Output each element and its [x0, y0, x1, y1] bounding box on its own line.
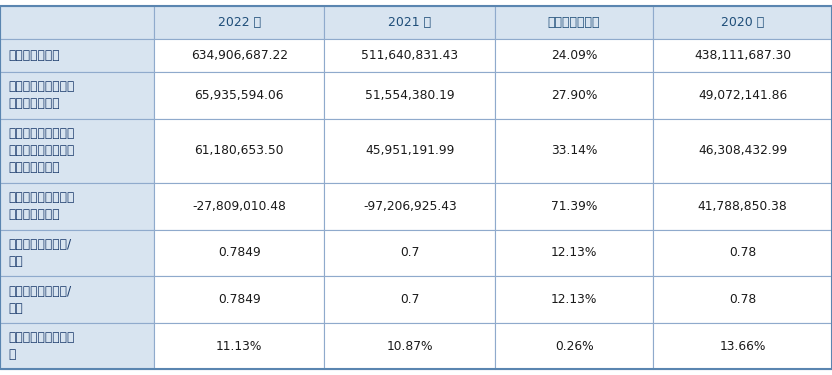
Text: 61,180,653.50: 61,180,653.50 — [195, 144, 284, 158]
Bar — [324, 119, 495, 183]
Bar — [653, 276, 832, 323]
Text: 49,072,141.86: 49,072,141.86 — [698, 89, 787, 102]
Bar — [0, 39, 154, 72]
Text: 438,111,687.30: 438,111,687.30 — [694, 49, 791, 62]
Bar — [0, 230, 154, 276]
Bar — [495, 6, 653, 39]
Text: 11.13%: 11.13% — [216, 340, 262, 352]
Text: 10.87%: 10.87% — [387, 340, 433, 352]
Text: 2020 年: 2020 年 — [721, 16, 764, 29]
Text: 经营活动产生的现金
流量净额（元）: 经营活动产生的现金 流量净额（元） — [8, 191, 75, 221]
Bar — [154, 6, 324, 39]
Bar — [154, 230, 324, 276]
Bar — [495, 230, 653, 276]
Bar — [154, 323, 324, 369]
Text: 0.78: 0.78 — [729, 246, 756, 259]
Text: 511,640,831.43: 511,640,831.43 — [361, 49, 458, 62]
Bar — [324, 39, 495, 72]
Text: 0.7849: 0.7849 — [218, 293, 260, 306]
Bar — [0, 183, 154, 230]
Bar — [324, 183, 495, 230]
Bar — [324, 276, 495, 323]
Bar — [653, 6, 832, 39]
Text: 0.78: 0.78 — [729, 293, 756, 306]
Bar — [0, 6, 154, 39]
Bar — [0, 323, 154, 369]
Text: 24.09%: 24.09% — [551, 49, 597, 62]
Bar — [653, 119, 832, 183]
Bar — [154, 276, 324, 323]
Text: 加权平均净资产收益
率: 加权平均净资产收益 率 — [8, 331, 75, 361]
Bar — [324, 230, 495, 276]
Bar — [324, 6, 495, 39]
Bar — [154, 39, 324, 72]
Text: 46,308,432.99: 46,308,432.99 — [698, 144, 787, 158]
Text: 0.7: 0.7 — [400, 246, 419, 259]
Text: 33.14%: 33.14% — [551, 144, 597, 158]
Text: 0.26%: 0.26% — [555, 340, 593, 352]
Text: 51,554,380.19: 51,554,380.19 — [365, 89, 454, 102]
Text: 41,788,850.38: 41,788,850.38 — [698, 200, 787, 213]
Text: 营业收入（元）: 营业收入（元） — [8, 49, 60, 62]
Bar — [495, 72, 653, 119]
Bar — [653, 183, 832, 230]
Bar — [0, 72, 154, 119]
Text: 基本每股收益（元/
股）: 基本每股收益（元/ 股） — [8, 238, 72, 268]
Bar — [495, 183, 653, 230]
Text: -97,206,925.43: -97,206,925.43 — [363, 200, 457, 213]
Bar — [653, 323, 832, 369]
Text: 0.7: 0.7 — [400, 293, 419, 306]
Bar — [0, 276, 154, 323]
Bar — [154, 183, 324, 230]
Text: 71.39%: 71.39% — [551, 200, 597, 213]
Text: 12.13%: 12.13% — [551, 293, 597, 306]
Text: 0.7849: 0.7849 — [218, 246, 260, 259]
Text: 本年比上年增减: 本年比上年增减 — [547, 16, 601, 29]
Text: 归属于上市公司股东
的净利润（元）: 归属于上市公司股东 的净利润（元） — [8, 81, 75, 111]
Text: 45,951,191.99: 45,951,191.99 — [365, 144, 454, 158]
Text: -27,809,010.48: -27,809,010.48 — [192, 200, 286, 213]
Bar — [495, 276, 653, 323]
Text: 2022 年: 2022 年 — [218, 16, 260, 29]
Text: 13.66%: 13.66% — [720, 340, 765, 352]
Bar — [495, 119, 653, 183]
Text: 634,906,687.22: 634,906,687.22 — [191, 49, 288, 62]
Text: 65,935,594.06: 65,935,594.06 — [195, 89, 284, 102]
Bar — [324, 323, 495, 369]
Bar — [495, 39, 653, 72]
Text: 12.13%: 12.13% — [551, 246, 597, 259]
Text: 归属于上市公司股东
的扣除非经常性损益
的净利润（元）: 归属于上市公司股东 的扣除非经常性损益 的净利润（元） — [8, 128, 75, 174]
Bar — [154, 72, 324, 119]
Bar — [0, 119, 154, 183]
Bar — [653, 230, 832, 276]
Text: 27.90%: 27.90% — [551, 89, 597, 102]
Bar — [495, 323, 653, 369]
Bar — [653, 39, 832, 72]
Text: 2021 年: 2021 年 — [389, 16, 431, 29]
Text: 稀释每股收益（元/
股）: 稀释每股收益（元/ 股） — [8, 285, 72, 315]
Bar — [154, 119, 324, 183]
Bar — [653, 72, 832, 119]
Bar — [324, 72, 495, 119]
